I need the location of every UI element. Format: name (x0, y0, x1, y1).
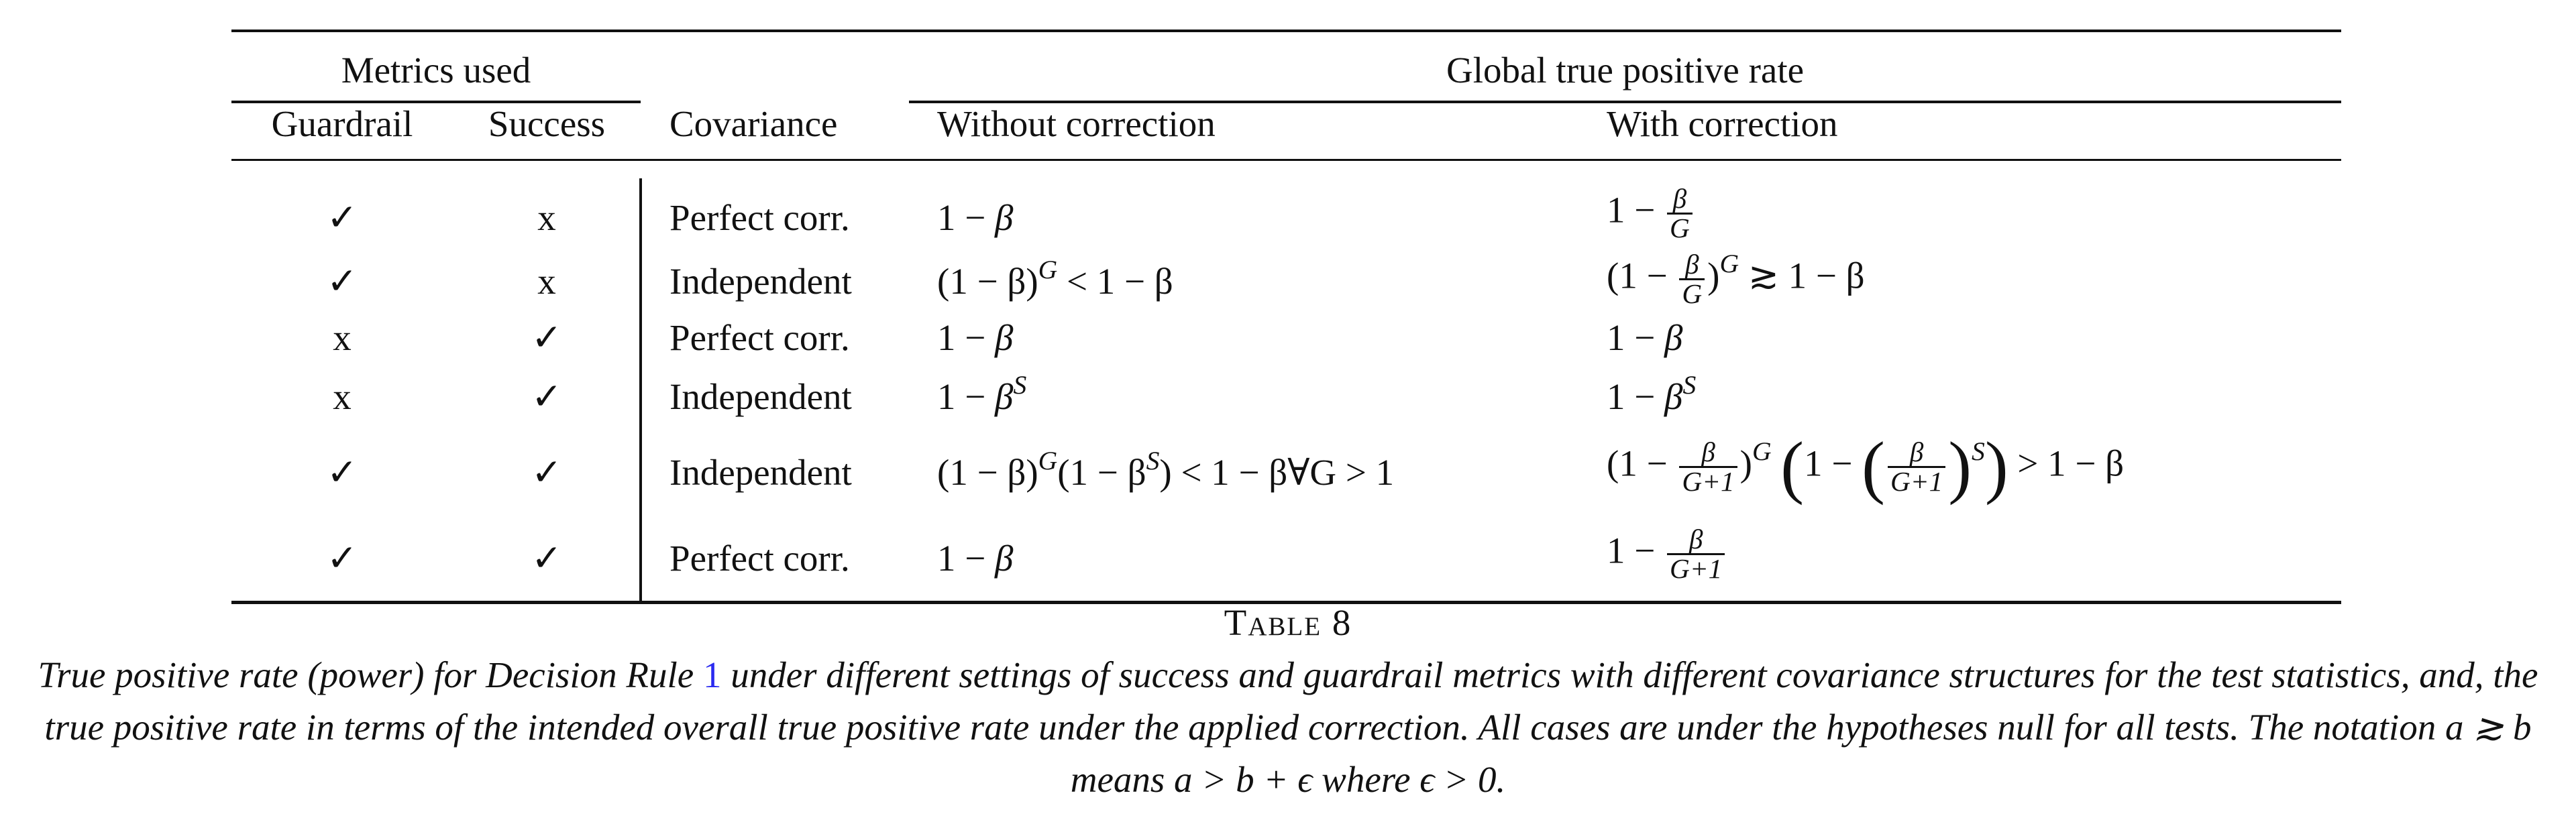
row2-guardrail-mark: ✓ (326, 261, 358, 302)
row6-covariance: Perfect corr. (669, 538, 850, 579)
row2-success-mark: x (537, 261, 556, 302)
caption-text-part2: under different settings of success and … (44, 654, 2538, 748)
bottom-rule (231, 601, 2341, 604)
table-label: Table 8 (1224, 602, 1352, 643)
header-with-correction: With correction (1607, 103, 1838, 144)
row1-without-correction: 1 − β (937, 197, 1014, 238)
row5-without-correction: (1 − β)G(1 − βS) < 1 − β∀G > 1 (937, 445, 1395, 493)
row1-success-mark: x (537, 197, 556, 238)
row4-with-correction: 1 − βS (1607, 369, 1697, 417)
row2-without-correction: (1 − β)G < 1 − β (937, 254, 1173, 302)
row4-guardrail-mark: x (333, 376, 352, 417)
row5-success-mark: ✓ (531, 452, 563, 493)
row3-without-correction: 1 − β (937, 317, 1014, 358)
table-caption: Table 8 True positive rate (power) for D… (0, 601, 2576, 806)
row6-guardrail-mark: ✓ (326, 538, 358, 579)
row3-guardrail-mark: x (333, 317, 352, 358)
metrics-used-underline (231, 101, 641, 103)
row6-success-mark: ✓ (531, 538, 563, 579)
decision-rule-link[interactable]: 1 (702, 654, 722, 695)
row5-guardrail-mark: ✓ (326, 452, 358, 493)
row5-with-correction: (1 − β G+1)G (1 − (β G+1)S) > 1 − β (1607, 427, 2125, 506)
vertical-rule (639, 178, 642, 602)
header-success: Success (488, 103, 606, 144)
row1-guardrail-mark: ✓ (326, 197, 358, 238)
header-global-tpr: Global true positive rate (1446, 50, 1805, 91)
row3-with-correction: 1 − β (1607, 317, 1683, 358)
row5-covariance: Independent (669, 452, 852, 493)
header-metrics-used: Metrics used (341, 50, 531, 91)
caption-text: True positive rate (power) for Decision … (20, 649, 2556, 806)
row1-covariance: Perfect corr. (669, 197, 850, 238)
row3-covariance: Perfect corr. (669, 317, 850, 358)
header-covariance: Covariance (669, 103, 838, 144)
top-rule (231, 30, 2341, 32)
row4-covariance: Independent (669, 376, 852, 417)
caption-text-part1: True positive rate (power) for Decision … (38, 654, 703, 695)
header-without-correction: Without correction (937, 103, 1216, 144)
row4-success-mark: ✓ (531, 376, 563, 417)
row6-with-correction: 1 − β G+1 (1607, 525, 1727, 583)
row6-without-correction: 1 − β (937, 538, 1014, 579)
header-guardrail: Guardrail (271, 103, 413, 144)
row4-without-correction: 1 − βS (937, 369, 1027, 417)
global-tpr-underline (909, 101, 2341, 103)
row3-success-mark: ✓ (531, 317, 563, 358)
header-bottom-rule (231, 159, 2341, 161)
caption-notation: a ≳ b means a > b + ϵ where ϵ > 0. (1070, 707, 2532, 800)
row2-with-correction: (1 − β G)G ≳ 1 − β (1607, 249, 1865, 310)
row2-covariance: Independent (669, 261, 852, 302)
